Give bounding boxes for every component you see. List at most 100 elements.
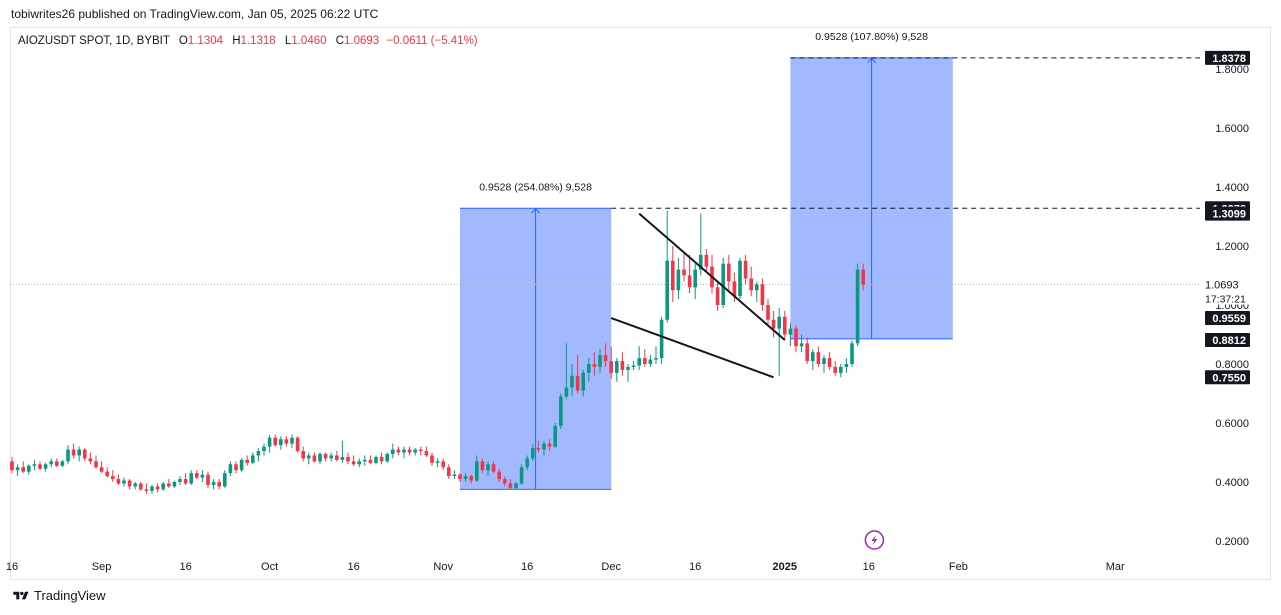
candle-body — [615, 361, 619, 373]
candle-body — [284, 439, 289, 444]
candle-body — [295, 437, 300, 452]
candle-body — [771, 319, 776, 329]
candle-body — [659, 319, 664, 359]
candle-body — [351, 461, 356, 465]
candle-body — [122, 480, 126, 484]
candle-body — [643, 358, 647, 364]
candle-body — [755, 284, 759, 291]
candle-body — [379, 456, 384, 462]
brand-name: TradingView — [34, 588, 106, 603]
candle-body — [603, 355, 608, 362]
candle-body — [441, 461, 445, 468]
candle-body — [592, 364, 597, 367]
candle-body — [307, 455, 311, 459]
candle-body — [396, 449, 401, 453]
candle-body — [27, 465, 31, 472]
x-tick-label: 16 — [863, 561, 875, 573]
candle-body — [335, 455, 339, 460]
candle-body — [631, 365, 636, 367]
x-tick-label: 16 — [179, 561, 191, 573]
candle-body — [161, 483, 165, 490]
candle-body — [127, 480, 132, 487]
x-tick-label: 2025 — [773, 561, 797, 573]
candle-body — [189, 473, 193, 484]
price-tag-label: 1.3099 — [1212, 209, 1246, 221]
candle-body — [833, 366, 837, 373]
y-tick-label: 0.4000 — [1215, 477, 1249, 489]
candle-body — [430, 455, 434, 463]
footer-brand: TradingView — [12, 588, 106, 603]
candle-body — [855, 269, 860, 344]
candle-body — [458, 474, 462, 480]
x-tick-label: Feb — [949, 561, 968, 573]
x-tick-label: 16 — [347, 561, 359, 573]
candle-body — [743, 260, 748, 279]
candle-body — [301, 451, 305, 459]
candle-body — [43, 464, 48, 469]
candle-body — [60, 461, 65, 466]
candle-body — [385, 453, 389, 462]
candle-body — [648, 359, 653, 364]
candle-body — [738, 260, 742, 297]
candle-body — [531, 448, 535, 459]
candle-body — [727, 263, 731, 282]
candle-body — [553, 425, 557, 447]
candle-body — [407, 449, 412, 453]
open-value: 1.1304 — [187, 35, 224, 47]
x-tick-label: Nov — [433, 561, 453, 573]
candle-body — [139, 483, 143, 490]
lightning-icon — [871, 535, 878, 545]
candle-body — [687, 275, 692, 288]
candle-body — [503, 479, 507, 484]
price-tag-label: 0.8812 — [1212, 335, 1246, 347]
change-value: −0.0611 (−5.41%) — [386, 35, 478, 47]
x-tick-label: Oct — [261, 561, 278, 573]
candle-body — [419, 449, 423, 452]
candle-body — [637, 358, 641, 366]
candle-body — [374, 456, 378, 463]
candle-body — [273, 437, 277, 446]
wedge-lower-line — [610, 317, 774, 379]
candle-body — [491, 464, 496, 472]
publisher-credit: tobiwrites26 published on TradingView.co… — [11, 7, 379, 21]
symbol-label: AIOZUSDT SPOT, 1D, BYBIT — [18, 35, 170, 47]
open-label: O — [178, 35, 188, 47]
y-tick-label: 0.2000 — [1215, 536, 1249, 548]
candle-body — [94, 461, 98, 468]
candle-body — [116, 479, 121, 484]
candle-body — [777, 316, 781, 329]
candle-body — [839, 366, 843, 373]
price-tag-bg — [1205, 206, 1250, 221]
candle-body — [626, 366, 630, 370]
y-tick-label: 1.4000 — [1215, 182, 1249, 194]
candle-body — [783, 316, 787, 335]
candle-body — [363, 459, 367, 462]
candle-body — [699, 254, 703, 270]
x-tick-label: 16 — [6, 561, 18, 573]
low-value: 1.0460 — [291, 35, 327, 47]
y-tick-label: 0.6000 — [1215, 418, 1249, 430]
candle-body — [704, 254, 709, 267]
price-tag-bg — [1205, 333, 1250, 348]
close-label: C — [335, 35, 345, 47]
candle-body — [178, 479, 182, 482]
candle-body — [732, 281, 737, 297]
candle-body — [38, 464, 42, 469]
candle-body — [435, 461, 440, 463]
price-tag-bg — [1205, 311, 1250, 326]
candle-body — [598, 355, 602, 367]
price-tag-bg — [1205, 370, 1250, 385]
candle-body — [827, 358, 832, 367]
candle-body — [206, 474, 210, 485]
candle-body — [71, 449, 76, 456]
candle-body — [357, 461, 361, 465]
candle-body — [49, 461, 53, 465]
candle-body — [10, 461, 14, 471]
candle-body — [525, 458, 529, 468]
candle-body — [245, 459, 249, 463]
countdown-timer: 17:37:21 — [1205, 294, 1246, 306]
low-label: L — [284, 35, 292, 47]
candle-body — [183, 479, 188, 484]
